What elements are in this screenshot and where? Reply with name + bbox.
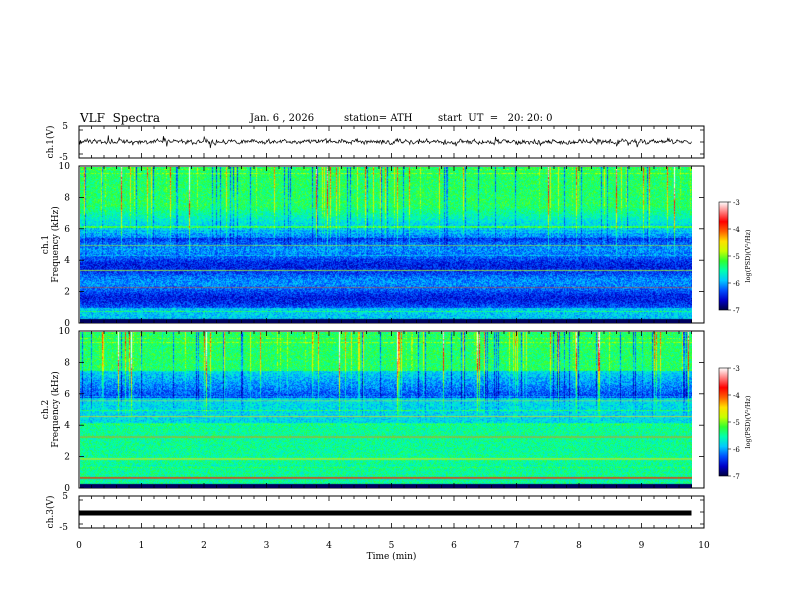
x-tick-label: 7 <box>514 541 520 551</box>
y-tick-label: 8 <box>64 193 70 203</box>
panel-label: ch.2 <box>41 400 51 419</box>
colorbar-label: log(PSD)(V²/Hz) <box>744 229 752 282</box>
panel-label: ch.1(V) <box>45 126 56 159</box>
y-tick-label: -5 <box>59 153 68 163</box>
x-tick-label: 1 <box>139 541 145 551</box>
x-axis-label: Time (min) <box>367 551 417 562</box>
y-axis-label: Frequency (kHz) <box>50 371 61 448</box>
x-tick-label: 3 <box>264 541 270 551</box>
chart-title: VLF Spectra <box>80 111 161 125</box>
colorbar-tick-label: -3 <box>733 365 740 373</box>
colorbar-tick-label: -4 <box>733 226 740 234</box>
y-tick-label: 10 <box>59 327 71 337</box>
y-tick-label: 5 <box>62 492 68 502</box>
x-tick-label: 10 <box>698 541 710 551</box>
colorbar-tick-label: -5 <box>733 419 740 427</box>
colorbar-tick-label: -5 <box>733 253 740 261</box>
x-tick-label: 4 <box>326 541 332 551</box>
ch1-waveform <box>78 135 692 149</box>
y-tick-label: 6 <box>64 390 70 400</box>
colorbar-tick-label: -6 <box>733 446 740 454</box>
y-axis-label: Frequency (kHz) <box>50 206 61 283</box>
y-tick-label: 4 <box>64 421 70 431</box>
panel-label: ch.3(V) <box>45 496 56 529</box>
y-tick-label: 2 <box>64 288 70 298</box>
x-tick-label: 8 <box>576 541 582 551</box>
colorbar-label: log(PSD)(V²/Hz) <box>744 395 752 448</box>
spectrogram-ch2 <box>80 332 692 488</box>
colorbar-tick-label: -4 <box>733 392 740 400</box>
y-tick-label: 4 <box>64 256 70 266</box>
colorbar <box>718 367 729 477</box>
y-tick-label: 6 <box>64 225 70 235</box>
y-tick-label: -5 <box>59 523 68 533</box>
spectrogram-ch1 <box>80 167 692 323</box>
start-ut-label: start UT = 20: 20: 0 <box>438 113 553 124</box>
colorbar-tick-label: -3 <box>733 199 740 207</box>
x-tick-label: 2 <box>201 541 207 551</box>
y-tick-label: 0 <box>64 319 70 329</box>
y-tick-label: 10 <box>59 162 71 172</box>
panel-label: ch.1 <box>41 235 51 254</box>
colorbar <box>718 201 729 311</box>
x-tick-label: 0 <box>76 541 82 551</box>
y-tick-label: 0 <box>64 484 70 494</box>
y-tick-label: 5 <box>62 122 68 132</box>
colorbar-tick-label: -6 <box>733 280 740 288</box>
x-tick-label: 5 <box>389 541 395 551</box>
colorbar-tick-label: -7 <box>733 473 740 481</box>
x-tick-label: 6 <box>451 541 457 551</box>
x-tick-label: 9 <box>639 541 645 551</box>
colorbar-tick-label: -7 <box>733 307 740 315</box>
y-tick-label: 8 <box>64 358 70 368</box>
station-label: station= ATH <box>344 113 413 124</box>
y-tick-label: 2 <box>64 453 70 463</box>
date-label: Jan. 6 , 2026 <box>250 113 315 124</box>
